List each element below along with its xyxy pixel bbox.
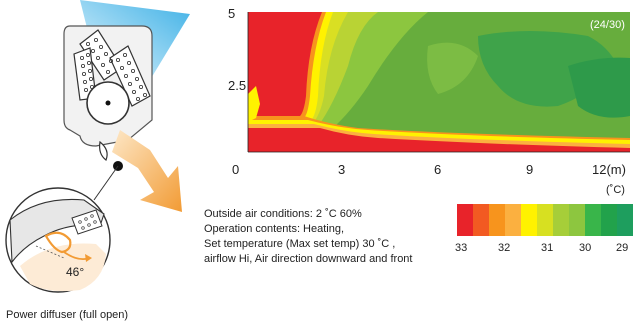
scale-label-31: 31 — [541, 242, 553, 254]
scale-swatch — [617, 204, 633, 236]
scale-swatch — [569, 204, 585, 236]
x-tick-9: 9 — [526, 162, 533, 177]
temperature-scale: 33 32 31 30 29 — [455, 204, 633, 254]
fan-hub — [105, 100, 111, 106]
conditions-line-4: airflow Hi, Air direction downward and f… — [204, 253, 413, 265]
frame-label: (24/30) — [590, 19, 625, 31]
scale-label-29: 29 — [616, 242, 628, 254]
heatmap-plot: (24/30) — [248, 12, 630, 152]
scale-unit: (˚C) — [606, 184, 625, 196]
scale-swatch — [457, 204, 473, 236]
operating-conditions: Outside air conditions: 2 ˚C 60% Operati… — [204, 207, 412, 267]
magnified-diffuser — [71, 209, 103, 235]
x-tick-0: 0 — [232, 162, 239, 177]
scale-swatch — [473, 204, 489, 236]
scale-swatch — [553, 204, 569, 236]
scale-swatch — [537, 204, 553, 236]
x-tick-6: 6 — [434, 162, 441, 177]
x-tick-12: 12(m) — [592, 162, 626, 177]
scale-swatch — [601, 204, 617, 236]
y-tick-5: 5 — [228, 6, 235, 21]
scale-label-32: 32 — [498, 242, 510, 254]
conditions-line-3: Set temperature (Max set temp) 30 ˚C , — [204, 238, 396, 250]
scale-swatch — [585, 204, 601, 236]
scale-swatch — [489, 204, 505, 236]
scale-swatch — [521, 204, 537, 236]
zoom-line — [93, 165, 119, 201]
diffuser-flap-open — [44, 231, 72, 254]
y-tick-2-5: 2.5 — [228, 78, 246, 93]
x-tick-3: 3 — [338, 162, 345, 177]
outlet-louver — [99, 140, 108, 161]
scale-label-33: 33 — [455, 242, 467, 254]
diagram-caption: Power diffuser (full open) — [6, 309, 129, 321]
scale-label-30: 30 — [579, 242, 591, 254]
downward-airflow-arrow — [112, 130, 182, 212]
indoor-unit-diagram: 46° — [5, 0, 190, 293]
conditions-line-2: Operation contents: Heating, — [204, 223, 345, 235]
diffuser-angle-label: 46° — [66, 265, 84, 279]
temperature-heatmap: 5 2.5 (24/30) 0 3 6 9 12(m) — [228, 6, 630, 177]
conditions-line-1: Outside air conditions: 2 ˚C 60% — [204, 208, 362, 220]
scale-swatch — [505, 204, 521, 236]
